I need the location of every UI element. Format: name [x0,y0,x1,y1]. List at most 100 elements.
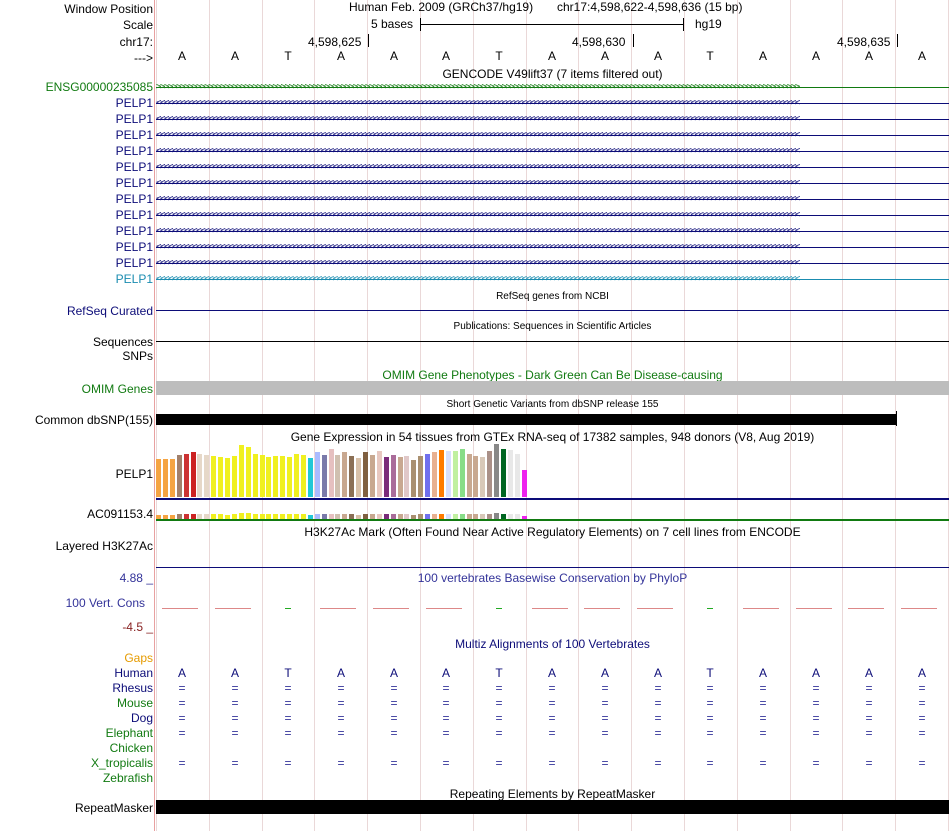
gtex-tissue-bar[interactable] [515,514,520,519]
gtex-tissue-bar[interactable] [342,452,347,497]
transcript-strand[interactable]: <<<<<<<<<<<<<<<<<<<<<<<<<<<<<<<<<<<<<<<<… [156,147,949,156]
omim-label[interactable]: OMIM Genes [81,382,153,396]
transcript-strand[interactable]: >>>>>>>>>>>>>>>>>>>>>>>>>>>>>>>>>>>>>>>>… [156,83,949,92]
gtex-tissue-bar[interactable] [232,514,237,519]
gtex-tissue-bar[interactable] [273,514,278,519]
gtex-tissue-bar[interactable] [170,515,175,519]
phylop-label[interactable]: 100 Vert. Cons [65,596,145,610]
refseq-label[interactable]: RefSeq Curated [66,304,153,318]
gtex-tissue-bar[interactable] [480,457,485,497]
gtex-tissue-bar[interactable] [204,455,209,497]
transcript-strand[interactable]: <<<<<<<<<<<<<<<<<<<<<<<<<<<<<<<<<<<<<<<<… [156,195,949,204]
gtex-tissue-bar[interactable] [177,455,182,497]
gencode-gene-label[interactable]: ENSG00000235085 [45,80,153,94]
gtex-tissue-bar[interactable] [163,459,168,497]
gtex-title[interactable]: Gene Expression in 54 tissues from GTEx … [290,430,815,444]
transcript-strand[interactable]: <<<<<<<<<<<<<<<<<<<<<<<<<<<<<<<<<<<<<<<<… [156,163,949,172]
gtex-tissue-bar[interactable] [266,514,271,519]
gtex-tissue-bar[interactable] [377,514,382,519]
gtex-tissue-bar[interactable] [404,514,409,519]
gtex-tissue-bar[interactable] [191,452,196,497]
gtex-tissue-bar[interactable] [356,458,361,497]
gtex-tissue-bar[interactable] [356,515,361,519]
gtex-tissue-bar[interactable] [301,455,306,497]
gtex-tissue-bar[interactable] [211,456,216,497]
gtex-tissue-bar[interactable] [391,514,396,519]
gtex-tissue-bar[interactable] [184,454,189,497]
gtex-tissue-bar[interactable] [432,514,437,519]
gtex-tissue-bar[interactable] [218,457,223,497]
species-label[interactable]: Mouse [116,696,153,710]
gtex-tissue-bar[interactable] [439,450,444,497]
dbsnp-bar[interactable] [156,414,897,425]
gtex-tissue-bar[interactable] [425,454,430,497]
omim-bar[interactable] [156,381,949,395]
gtex-tissue-bar[interactable] [363,514,368,519]
gtex-tissue-bar[interactable] [515,454,520,497]
gtex-tissue-bar[interactable] [197,514,202,519]
gtex-tissue-bar[interactable] [404,456,409,497]
h3k27ac-title[interactable]: H3K27Ac Mark (Often Found Near Active Re… [304,525,801,539]
gtex-tissue-bar[interactable] [480,514,485,519]
repeatmasker-label[interactable]: RepeatMasker [74,801,153,815]
gtex-tissue-bar[interactable] [522,470,527,497]
gtex-tissue-bar[interactable] [204,514,209,519]
phylop-title[interactable]: 100 vertebrates Basewise Conservation by… [417,571,688,585]
transcript-strand[interactable]: <<<<<<<<<<<<<<<<<<<<<<<<<<<<<<<<<<<<<<<<… [156,99,949,108]
gtex-tissue-bar[interactable] [501,449,506,497]
gtex-tissue-bar[interactable] [398,457,403,497]
gtex-tissue-bar[interactable] [453,514,458,519]
gaps-label[interactable]: Gaps [124,651,153,665]
species-label[interactable]: Elephant [105,726,153,740]
species-label[interactable]: Chicken [109,741,153,755]
multiz-title[interactable]: Multiz Alignments of 100 Vertebrates [455,637,650,651]
gtex-tissue-bar[interactable] [156,459,161,497]
gtex-tissue-bar[interactable] [467,514,472,519]
species-label[interactable]: Zebrafish [102,771,153,785]
gtex-tissue-bar[interactable] [349,514,354,519]
gtex-tissue-bar[interactable] [473,456,478,497]
gtex-tissue-bar[interactable] [211,514,216,519]
gtex-tissue-bar[interactable] [294,514,299,519]
h3k27ac-label[interactable]: Layered H3K27Ac [55,539,153,553]
gtex-tissue-bar[interactable] [370,514,375,519]
gtex-tissue-bar[interactable] [335,455,340,497]
species-label[interactable]: Rhesus [112,681,153,695]
pelp1-transcript-label[interactable]: PELP1 [115,272,153,286]
transcript-strand[interactable]: <<<<<<<<<<<<<<<<<<<<<<<<<<<<<<<<<<<<<<<<… [156,115,949,124]
gtex-tissue-bar[interactable] [473,514,478,519]
gtex-tissue-bar[interactable] [315,514,320,519]
pelp1-transcript-label[interactable]: PELP1 [115,176,153,190]
gtex-tissue-bar[interactable] [453,451,458,497]
gtex-tissue-bar[interactable] [218,514,223,519]
gtex-tissue-bar[interactable] [335,514,340,519]
snps-label[interactable]: SNPs [122,349,153,363]
pelp1-transcript-label[interactable]: PELP1 [115,192,153,206]
gtex-gene1-label[interactable]: PELP1 [115,467,153,481]
pelp1-transcript-label[interactable]: PELP1 [115,224,153,238]
gtex-bars-ac091153[interactable] [156,508,536,519]
gtex-tissue-bar[interactable] [342,514,347,519]
gtex-gene2-label[interactable]: AC091153.4 [87,507,153,521]
gtex-tissue-bar[interactable] [398,514,403,519]
gtex-tissue-bar[interactable] [273,456,278,497]
gtex-tissue-bar[interactable] [487,451,492,497]
gtex-tissue-bar[interactable] [411,460,416,497]
gtex-tissue-bar[interactable] [177,514,182,519]
pelp1-transcript-label[interactable]: PELP1 [115,240,153,254]
omim-title[interactable]: OMIM Gene Phenotypes - Dark Green Can Be… [382,368,723,382]
species-label[interactable]: X_tropicalis [90,756,153,770]
refseq-title[interactable]: RefSeq genes from NCBI [496,291,609,302]
gtex-tissue-bar[interactable] [432,452,437,497]
gtex-tissue-bar[interactable] [522,516,527,519]
gencode-title[interactable]: GENCODE V49lift37 (7 items filtered out) [442,67,663,81]
gtex-tissue-bar[interactable] [280,514,285,519]
gtex-tissue-bar[interactable] [225,515,230,519]
gtex-tissue-bar[interactable] [253,514,258,519]
gtex-tissue-bar[interactable] [391,455,396,497]
pelp1-transcript-label[interactable]: PELP1 [115,128,153,142]
gtex-tissue-bar[interactable] [329,449,334,497]
gtex-tissue-bar[interactable] [246,513,251,519]
gtex-tissue-bar[interactable] [260,455,265,497]
publications-label[interactable]: Sequences [92,335,153,349]
